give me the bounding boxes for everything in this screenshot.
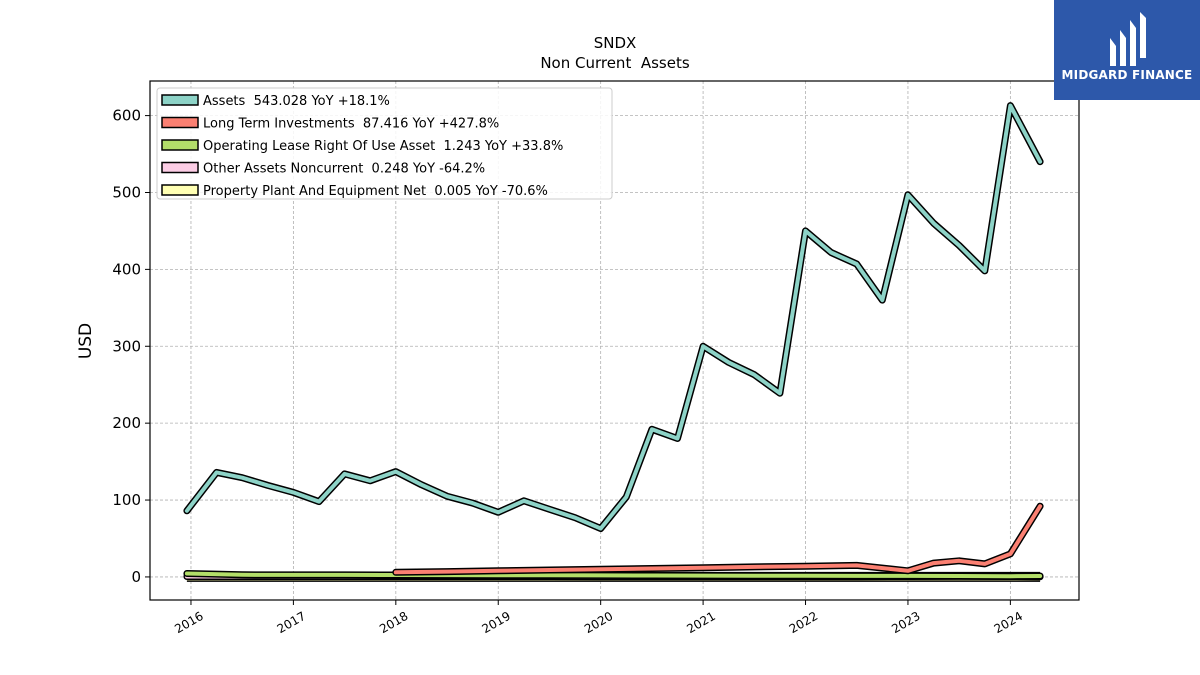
plot-frame [149,80,1080,601]
x-tick-label: 2016 [172,609,205,636]
legend-label: Other Assets Noncurrent 0.248 YoY -64.2% [203,162,485,177]
legend-box [156,87,613,200]
y-tick-label: 0 [131,568,141,586]
x-tick-label: 2020 [582,609,615,636]
y-tick-label: 400 [112,260,141,278]
x-tick-label: 2021 [684,609,717,636]
series-line [184,571,1043,579]
legend-swatch [161,161,199,174]
y-tick-label: 100 [112,491,141,509]
legend-swatch [161,139,199,151]
brand-logo: MIDGARD FINANCE [1054,0,1200,100]
series-line [184,103,1043,531]
y-axis-label: USD [76,323,96,359]
legend-swatch [161,116,199,129]
y-tick-label: 300 [112,337,141,355]
legend-swatch [161,94,199,106]
legend-label: Long Term Investments 87.416 YoY +427.8% [203,117,499,132]
x-tick-label: 2022 [787,609,820,636]
legend-label: Assets 543.028 YoY +18.1% [203,94,390,109]
x-tick-label: 2023 [889,609,922,636]
series-line [393,504,1043,575]
legend-label: Operating Lease Right Of Use Asset 1.243… [203,139,563,154]
x-tick-label: 2017 [275,609,308,636]
x-tick-label: 2019 [480,609,513,636]
chart-title: SNDX [594,34,637,52]
legend-label: Property Plant And Equipment Net 0.005 Y… [203,184,548,199]
y-tick-label: 500 [112,183,141,201]
legend: Assets 543.028 YoY +18.1% Long Term Inves… [156,87,613,200]
chart-subtitle: Non Current Assets [540,54,690,72]
x-tick-label: 2024 [992,609,1025,636]
legend-swatch [161,184,199,196]
x-tick-label: 2018 [377,609,410,636]
y-tick-label: 600 [112,107,141,125]
logo-mark-icon [1110,12,1146,66]
brand-name: MIDGARD FINANCE [1061,68,1193,82]
y-tick-label: 200 [112,414,141,432]
series-group [183,102,1044,582]
